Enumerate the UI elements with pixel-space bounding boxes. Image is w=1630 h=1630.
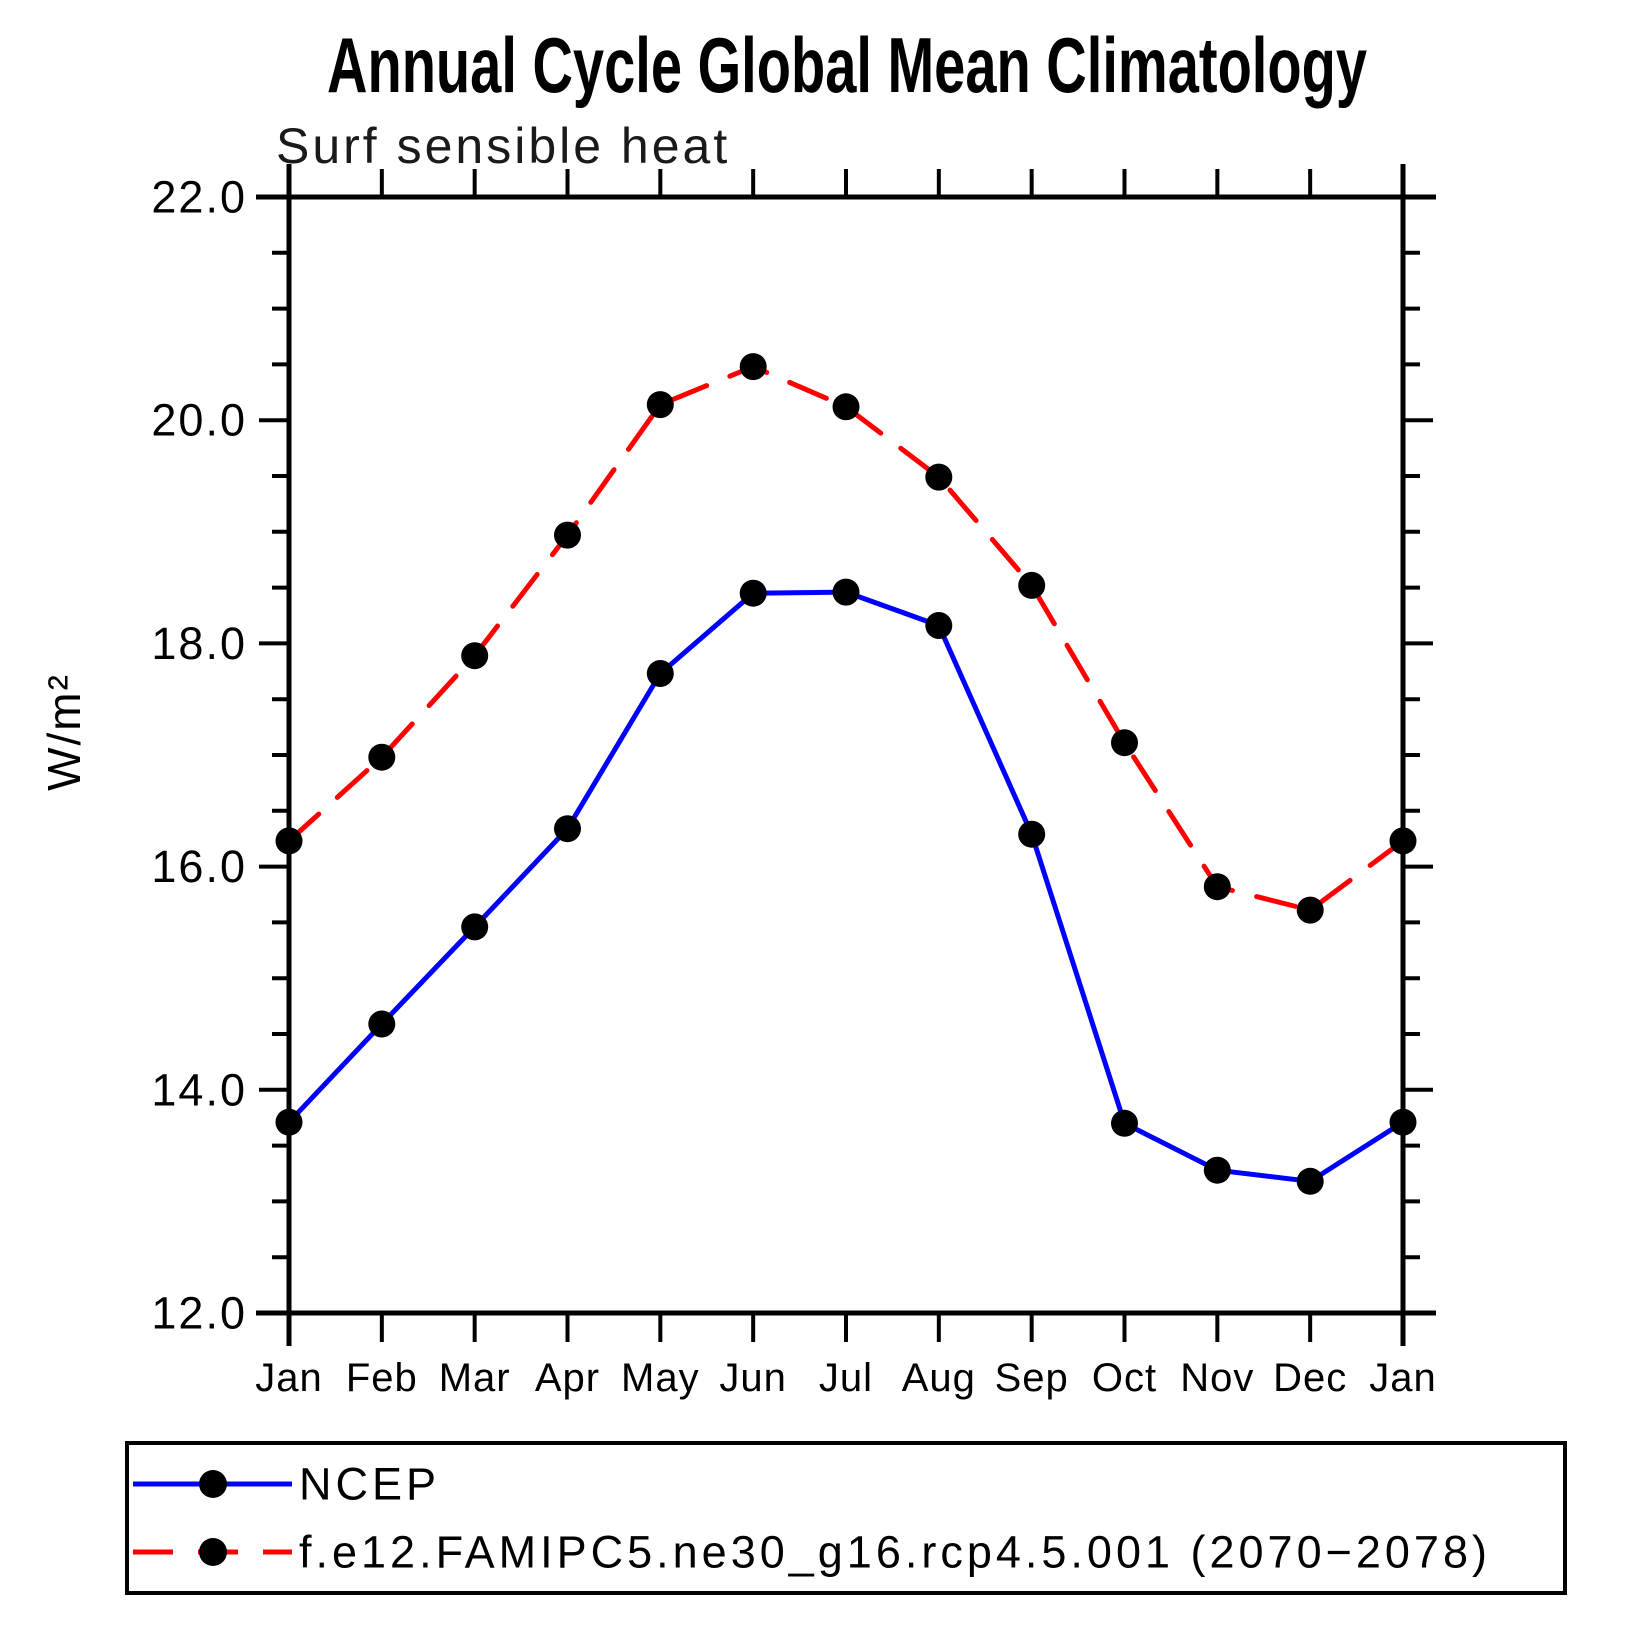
model-data-point bbox=[554, 521, 581, 549]
ncep-data-point bbox=[925, 612, 953, 639]
model-line bbox=[286, 364, 1406, 913]
ncep-line bbox=[286, 589, 1406, 1184]
ncep-data-point bbox=[554, 815, 581, 843]
model-data-point bbox=[1389, 827, 1417, 855]
x-tick-label: Jan bbox=[1369, 1356, 1437, 1400]
ncep-data-point bbox=[646, 660, 674, 687]
model-data-point bbox=[1203, 873, 1231, 901]
x-tick-label: Jan bbox=[255, 1356, 323, 1400]
y-tick-label: 12.0 bbox=[151, 1288, 247, 1339]
ncep-data-point bbox=[1296, 1167, 1324, 1195]
ncep-data-point bbox=[1203, 1156, 1231, 1184]
model-data-point bbox=[1018, 571, 1046, 599]
ncep-data-point bbox=[275, 1108, 303, 1136]
model-data-point bbox=[739, 353, 767, 381]
x-tick-label: Feb bbox=[346, 1356, 418, 1400]
legend-marker-ncep bbox=[199, 1470, 227, 1498]
x-tick-label: May bbox=[621, 1356, 700, 1400]
y-axis-label: W/m² bbox=[38, 673, 90, 791]
x-tick-label: Oct bbox=[1092, 1356, 1157, 1400]
y-tick-label: 14.0 bbox=[151, 1064, 247, 1115]
model-data-point bbox=[1111, 729, 1138, 757]
legend-label-model: f.e12.FAMIPC5.ne30_g16.rcp4.5.001 (2070−… bbox=[299, 1527, 1491, 1578]
legend-box bbox=[125, 1441, 1567, 1595]
y-tick-label: 20.0 bbox=[151, 395, 247, 446]
ncep-data-point bbox=[739, 579, 767, 607]
model-data-point bbox=[1296, 896, 1324, 924]
x-tick-label: Apr bbox=[535, 1356, 600, 1400]
model-data-point bbox=[461, 642, 489, 670]
ncep-data-point bbox=[1018, 820, 1046, 848]
y-tick-label: 18.0 bbox=[151, 618, 247, 669]
x-tick-label: Dec bbox=[1273, 1356, 1347, 1400]
ncep-data-point bbox=[1111, 1109, 1138, 1137]
model-data-point bbox=[368, 743, 396, 771]
model-data-point bbox=[646, 391, 674, 419]
axes: Jan Feb Mar Apr May Jun Jul Aug Sep Oct Nov Dec Jan1… bbox=[151, 164, 1436, 1400]
x-tick-label: Jul bbox=[819, 1356, 873, 1400]
chart-title: Annual Cycle Global Mean Climatology bbox=[327, 21, 1367, 109]
ncep-data-point bbox=[832, 578, 860, 606]
model-data-point bbox=[275, 827, 303, 855]
x-tick-label: Aug bbox=[902, 1356, 976, 1400]
legend-label-ncep: NCEP bbox=[299, 1459, 440, 1510]
x-tick-label: Nov bbox=[1180, 1356, 1254, 1400]
x-tick-label: Jun bbox=[719, 1356, 787, 1400]
model-data-point bbox=[832, 393, 860, 421]
legend: NCEP f.e12.FAMIPC5.ne30_g16.rcp4.5.001 (… bbox=[125, 1441, 1567, 1595]
series-plot bbox=[275, 353, 1417, 1195]
model-data-point bbox=[925, 463, 953, 491]
chart-subtitle: Surf sensible heat bbox=[276, 118, 730, 174]
y-tick-label: 22.0 bbox=[151, 172, 247, 223]
ncep-data-point bbox=[1389, 1108, 1417, 1136]
ncep-data-point bbox=[368, 1010, 396, 1038]
x-tick-label: Sep bbox=[995, 1356, 1069, 1400]
legend-marker-model bbox=[199, 1538, 227, 1566]
y-tick-label: 16.0 bbox=[151, 841, 247, 892]
ncep-data-point bbox=[461, 913, 489, 941]
x-tick-label: Mar bbox=[439, 1356, 511, 1400]
